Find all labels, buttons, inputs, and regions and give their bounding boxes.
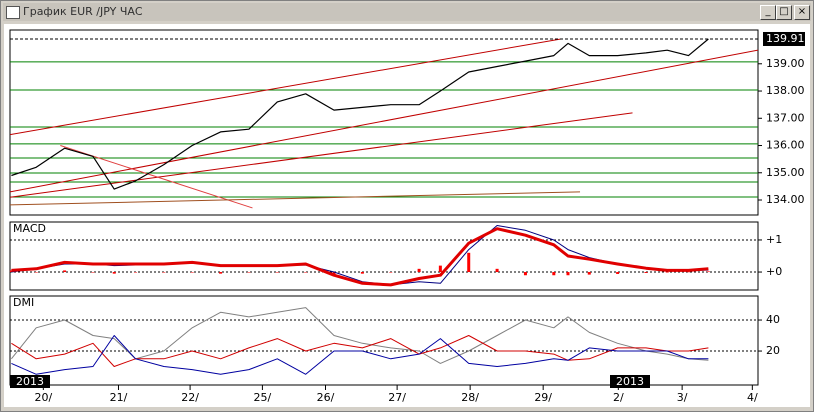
x-tick-label: 3/ <box>677 391 688 404</box>
histogram-bar <box>190 272 194 273</box>
trend-line <box>10 191 581 206</box>
series-line <box>11 307 709 364</box>
y-tick-label: 138.00 <box>766 84 805 97</box>
histogram-bar <box>552 272 556 276</box>
histogram-bar <box>566 272 570 276</box>
x-tick-label: 20/ <box>34 391 52 404</box>
series-line <box>11 335 709 367</box>
x-tick-label: 27/ <box>388 391 406 404</box>
y-tick-label: 134.00 <box>766 193 805 206</box>
trend-line <box>10 112 633 198</box>
last-price-label: 139.91 <box>766 32 805 45</box>
y-tick-label: 137.00 <box>766 111 805 124</box>
trend-line <box>10 38 561 136</box>
x-tick-label: 21/ <box>110 391 128 404</box>
histogram-bar <box>360 272 364 274</box>
x-tick-label: 22/ <box>181 391 199 404</box>
y-tick-label: 136.00 <box>766 139 805 152</box>
panel-title: MACD <box>13 222 46 235</box>
histogram-bar <box>112 272 116 274</box>
x-tick-label: 29/ <box>534 391 552 404</box>
histogram-bar <box>304 272 308 273</box>
histogram-bar <box>91 272 95 273</box>
histogram-bar <box>34 272 38 273</box>
histogram-bar <box>438 265 442 273</box>
histogram-bar <box>9 270 13 273</box>
panel-title: DMI <box>13 296 34 309</box>
x-tick-label: 28/ <box>461 391 479 404</box>
trend-line <box>10 49 758 193</box>
histogram-bar <box>523 272 527 276</box>
x-tick-label: 2/ <box>613 391 624 404</box>
histogram-bar <box>467 252 471 273</box>
window-icon <box>6 6 20 19</box>
x-tick-label: 25/ <box>254 391 272 404</box>
histogram-bar <box>275 272 279 273</box>
year-box <box>10 375 50 388</box>
y-tick-label: +0 <box>766 265 782 278</box>
minimize-button[interactable]: _ <box>760 5 776 20</box>
y-tick-label: 20 <box>766 344 780 357</box>
close-button[interactable]: × <box>794 5 810 20</box>
histogram-bar <box>495 268 499 273</box>
histogram-bar <box>389 272 393 273</box>
panel-frame <box>9 29 759 216</box>
histogram-bar <box>162 272 166 273</box>
panel-frame <box>9 221 759 291</box>
histogram-bar <box>616 272 620 274</box>
histogram-bar <box>687 271 691 273</box>
histogram-bar <box>247 272 251 273</box>
x-tick-label: 26/ <box>317 391 335 404</box>
title-bar: График EUR /JPY ЧАС _ □ × <box>3 3 811 21</box>
histogram-bar <box>219 272 223 274</box>
y-tick-label: 135.00 <box>766 166 805 179</box>
histogram-bar <box>665 272 669 273</box>
year-label: 2013 <box>16 375 44 388</box>
histogram-bar <box>133 272 137 273</box>
histogram-bar <box>644 272 648 273</box>
series-line <box>11 335 709 375</box>
year-box <box>610 375 650 388</box>
series-line <box>11 227 709 287</box>
histogram-bar <box>63 270 67 273</box>
window-title: График EUR /JPY ЧАС <box>23 5 143 18</box>
series-line <box>11 38 709 190</box>
histogram-bar <box>587 272 591 275</box>
year-label: 2013 <box>616 375 644 388</box>
histogram-bar <box>417 268 421 273</box>
histogram-bar <box>706 271 710 273</box>
x-tick-label: 4/ <box>747 391 758 404</box>
y-tick-label: +1 <box>766 233 782 246</box>
y-tick-label: 40 <box>766 313 780 326</box>
y-tick-label: 139.00 <box>766 57 805 70</box>
maximize-button[interactable]: □ <box>776 5 792 20</box>
last-price-box <box>763 31 805 46</box>
panel-frame <box>9 295 759 386</box>
